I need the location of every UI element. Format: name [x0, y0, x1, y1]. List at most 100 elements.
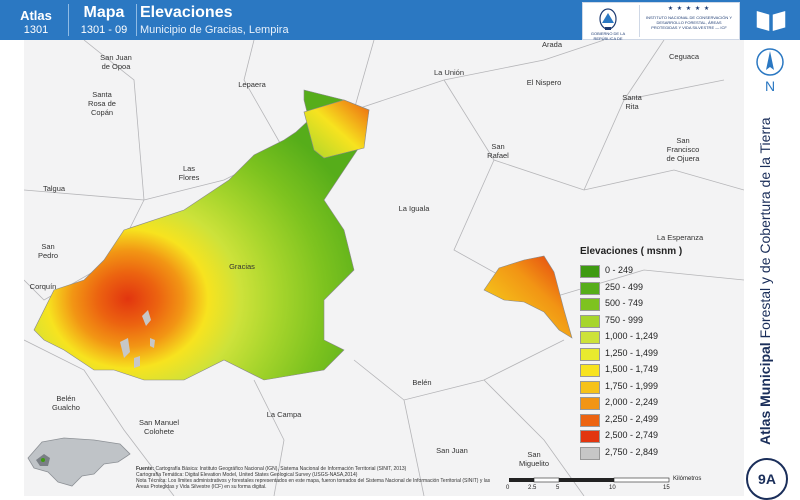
municipality-gracias	[33, 89, 370, 381]
mapa-number: 1301 - 09	[80, 24, 128, 36]
scale-tick: 2.5	[528, 485, 537, 491]
legend-label: 2,250 - 2,499	[605, 413, 659, 424]
place-label: Belén Gualcho	[52, 394, 80, 412]
stars-icon: ★ ★ ★ ★ ★	[667, 6, 711, 12]
legend-item: 2,500 - 2,749	[580, 428, 730, 445]
institution-logos: GOBIERNO DE LA REPÚBLICA DE HONDURAS ★ ★…	[582, 2, 740, 46]
legend-swatch	[580, 380, 600, 394]
place-label: La Campa	[266, 410, 302, 419]
place-label: El Nispero	[526, 78, 562, 87]
place-label: Santa Rosa de Copán	[88, 90, 116, 117]
elevation-map	[24, 40, 744, 496]
legend-swatch	[580, 397, 600, 410]
place-label: Ceguaca	[668, 52, 700, 61]
legend-swatch	[580, 430, 600, 443]
place-label: San Juan	[436, 446, 468, 455]
legend-swatch	[580, 298, 600, 311]
place-label: Arada	[541, 40, 562, 49]
source-line2: Cartografía Temática: Digital Elevation …	[136, 472, 358, 478]
place-label: San Rafael	[487, 142, 509, 160]
legend-swatch	[580, 281, 600, 295]
atlas-label: Atlas	[20, 8, 52, 23]
scale-unit: Kilómetros	[673, 476, 702, 482]
legend-label: 2,750 - 2,849	[605, 446, 659, 457]
legend-item: 1,500 - 1,749	[580, 362, 730, 379]
header-divider	[68, 4, 69, 36]
legend-label: 250 - 499	[605, 281, 644, 292]
right-strip	[744, 40, 800, 500]
map-title: Elevaciones	[140, 4, 233, 21]
legend-item: 1,750 - 1,999	[580, 379, 730, 396]
mapa-label: Mapa	[83, 4, 125, 21]
legend-label: 750 - 999	[605, 314, 644, 325]
north-letter: N	[764, 78, 776, 94]
legend-label: 1,250 - 1,499	[605, 347, 659, 358]
place-label: Talgua	[42, 184, 66, 193]
map-area: San Juan de Opoa Lepaera Santa Rosa de C…	[24, 40, 744, 496]
atlas-book-icon[interactable]	[748, 2, 794, 38]
legend-item: 0 - 249	[580, 263, 730, 280]
place-label: San Miguelito	[518, 450, 549, 468]
legend-swatch	[580, 331, 600, 344]
legend-label: 1,500 - 1,749	[605, 364, 659, 374]
legend-item: 1,000 - 1,249	[580, 329, 730, 346]
place-label: Corquín	[29, 282, 57, 291]
header-divider	[136, 4, 137, 36]
place-label: San Pedro	[37, 242, 58, 260]
legend-item: 750 - 999	[580, 313, 730, 330]
logo-right-text: INSTITUTO NACIONAL DE CONSERVACIÓN Y DES…	[645, 15, 732, 30]
legend-label: 2,500 - 2,749	[605, 430, 659, 440]
place-label: San Francisco de Ojuera	[666, 136, 700, 163]
legend-item: 250 - 499	[580, 280, 730, 297]
legend-swatch	[580, 413, 600, 427]
legend-swatch	[580, 347, 600, 361]
honduras-seal-icon	[599, 8, 617, 30]
place-label: La Unión	[433, 68, 465, 77]
north-arrow: N	[754, 46, 786, 100]
legend-swatch	[580, 446, 600, 460]
legend-label: 2,000 - 2,249	[605, 397, 659, 407]
scale-tick: 15	[663, 485, 670, 491]
place-label: Belén	[412, 378, 432, 387]
legend-label: 1,000 - 1,249	[605, 331, 659, 341]
legend-item: 2,000 - 2,249	[580, 395, 730, 412]
source-note: Nota Técnica: Los límites administrativo…	[136, 478, 491, 490]
legend-label: 1,750 - 1,999	[605, 380, 659, 391]
place-label: San Manuel Colohete	[138, 418, 180, 436]
municipality-east-exclave	[483, 255, 573, 339]
legend-label: 0 - 249	[605, 265, 634, 275]
place-label: La Esperanza	[656, 233, 704, 242]
legend-item: 2,250 - 2,499	[580, 412, 730, 429]
legend-item: 1,250 - 1,499	[580, 346, 730, 363]
place-label: Santa Rita	[622, 93, 642, 111]
map-subtitle: Municipio de Gracias, Lempira	[140, 24, 289, 36]
legend-item: 2,750 - 2,849	[580, 445, 730, 462]
legend-swatch	[580, 364, 600, 377]
legend-label: 500 - 749	[605, 298, 644, 308]
side-title-rest: Forestal y de Cobertura de la Tierra	[757, 117, 773, 343]
source-label: Fuente:	[136, 466, 155, 472]
scale-tick: 0	[506, 485, 510, 491]
scale-bar: 0 2.5 5 10 15 Kilómetros	[505, 476, 725, 496]
honduras-outline	[27, 437, 131, 487]
gracias-marker	[41, 458, 45, 462]
place-label: Gracias	[229, 262, 255, 271]
place-label: La Iguala	[398, 204, 430, 213]
legend-swatch	[580, 314, 600, 328]
legend-item: 500 - 749	[580, 296, 730, 313]
municipality-northeast-lobe	[303, 99, 370, 159]
scale-tick: 5	[556, 485, 560, 491]
place-label: San Juan de Opoa	[100, 53, 132, 71]
atlas-number: 1301	[23, 24, 49, 36]
legend-title: Elevaciones ( msnm )	[580, 246, 683, 257]
side-title-bold: Atlas Municipal	[757, 342, 773, 445]
logo-divider	[639, 5, 640, 37]
scale-tick: 10	[609, 485, 616, 491]
elevation-legend: Elevaciones ( msnm ) 0 - 249 250 - 499 500…	[580, 246, 730, 461]
source-credits: Fuente: Cartografía Básica: Instituto Ge…	[136, 466, 496, 490]
peak-areas	[120, 310, 155, 368]
atlas-side-title: Atlas Municipal Forestal y de Cobertura …	[757, 117, 773, 445]
map-badge: 9A	[746, 458, 788, 500]
legend-swatch	[580, 265, 600, 278]
source-line1: Cartografía Básica: Instituto Geográfico…	[155, 466, 407, 472]
